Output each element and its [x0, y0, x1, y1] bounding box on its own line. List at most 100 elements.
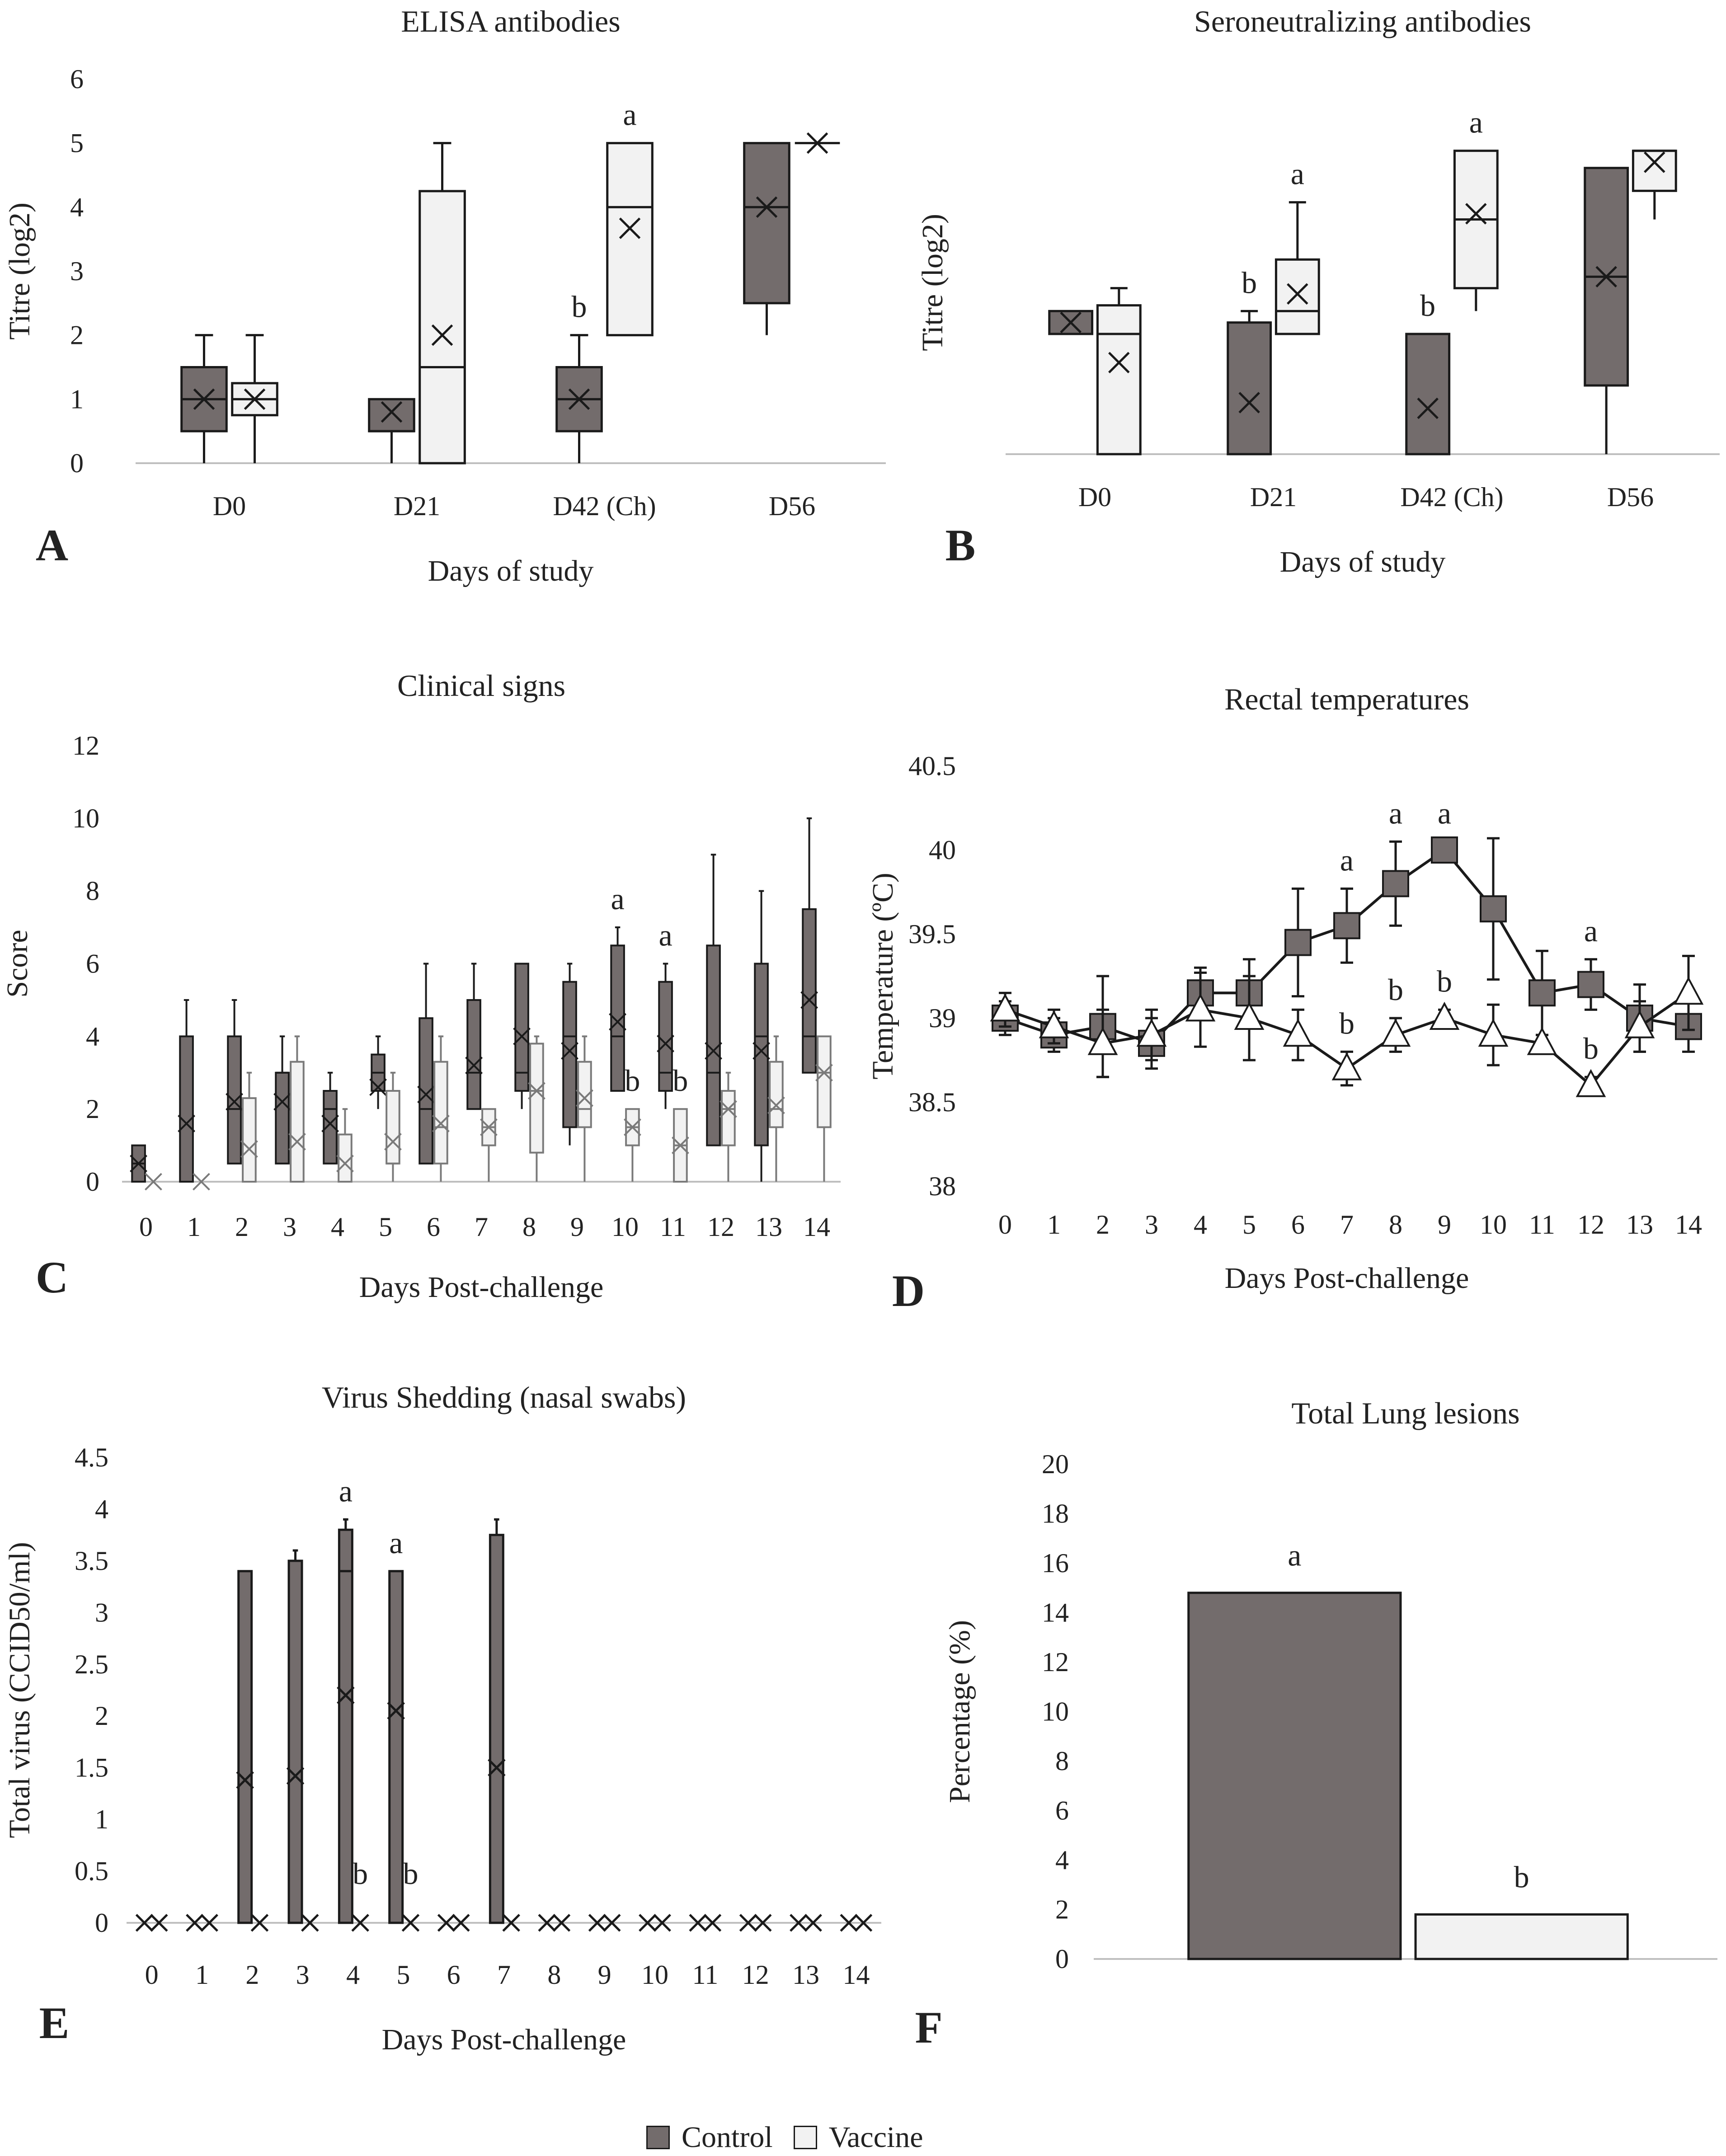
significance-label: b — [403, 1856, 418, 1891]
box-vaccine — [672, 1108, 689, 1183]
y-axis-label-E: Total virus (CCID50/ml) — [3, 1542, 36, 1838]
significance-label: a — [658, 918, 672, 953]
box-control — [337, 1518, 355, 1924]
mean-marker — [250, 1914, 269, 1932]
significance-label: b — [625, 1063, 640, 1098]
mean-marker — [480, 1118, 498, 1136]
mean-marker — [236, 1771, 254, 1789]
mean-marker — [576, 1089, 593, 1107]
x-tick-label: D56 — [1607, 482, 1654, 512]
panel-D: Rectal temperatures D Days Post-challenge T… — [866, 682, 1704, 1316]
mean-marker — [288, 1133, 306, 1151]
box-control — [130, 1144, 147, 1183]
mean-marker — [854, 1914, 873, 1932]
mean-marker — [432, 1114, 450, 1132]
y-tick-label: 39.5 — [908, 919, 956, 949]
mean-marker — [488, 1758, 506, 1777]
box-iqr — [817, 1035, 832, 1128]
mean-marker — [240, 1140, 258, 1158]
box-iqr — [658, 981, 673, 1092]
mean-marker — [804, 1914, 822, 1932]
y-tick-label: 8 — [86, 876, 99, 906]
x-tick-label: 9 — [1438, 1210, 1451, 1240]
box-control — [840, 1914, 858, 1932]
marker-square — [1528, 979, 1556, 1007]
box-control — [437, 1914, 456, 1932]
bar-vaccine — [1414, 1913, 1629, 1960]
mean-marker — [193, 1173, 210, 1191]
box-iqr — [1632, 150, 1677, 192]
box-iqr — [227, 1035, 242, 1165]
significance-label: a — [1291, 157, 1304, 191]
chart-title-A: ELISA antibodies — [401, 4, 620, 38]
x-tick-label: 0 — [145, 1960, 159, 1990]
marker-triangle — [1380, 1018, 1411, 1047]
x-tick-label: D0 — [213, 491, 246, 521]
y-tick-label: 4 — [95, 1494, 108, 1524]
mean-marker — [609, 1013, 626, 1031]
y-tick-label: 20 — [1042, 1449, 1069, 1479]
mean-marker — [1108, 352, 1130, 374]
x-tick-label: 8 — [1389, 1210, 1402, 1240]
x-tick-label: 4 — [346, 1960, 360, 1990]
mean-marker — [800, 991, 818, 1009]
box-iqr — [419, 190, 466, 465]
box-iqr — [802, 908, 817, 1074]
mean-marker — [401, 1914, 420, 1932]
x-tick-label: 8 — [522, 1212, 536, 1242]
x-tick-label: 4 — [1194, 1210, 1207, 1240]
mean-marker — [286, 1767, 305, 1785]
x-tick-label: 14 — [842, 1960, 870, 1990]
significance-label: a — [339, 1474, 353, 1508]
significance-label: a — [611, 882, 624, 916]
mean-marker — [465, 1057, 483, 1075]
x-axis-label-A: Days of study — [428, 554, 594, 587]
x-tick-label: 12 — [1577, 1210, 1604, 1240]
panel-label-D: D — [892, 1266, 925, 1316]
y-tick-label: 1 — [95, 1804, 108, 1834]
box-iqr — [386, 1090, 400, 1165]
mean-marker — [1417, 397, 1439, 419]
y-tick-label: 14 — [1042, 1598, 1069, 1628]
y-tick-label: 10 — [1042, 1697, 1069, 1727]
y-tick-label: 3.5 — [75, 1546, 108, 1576]
mean-marker — [790, 1914, 808, 1932]
y-tick-label: 40 — [929, 835, 956, 865]
box-control — [180, 334, 228, 463]
marker-triangle — [1624, 1010, 1655, 1038]
legend: Control Vaccine — [646, 2121, 923, 2154]
x-tick-label: 1 — [1047, 1210, 1061, 1240]
box-iqr — [433, 1061, 448, 1165]
box-vaccine — [528, 1035, 546, 1182]
y-tick-label: 10 — [72, 803, 99, 833]
y-tick-label: 4 — [1055, 1845, 1069, 1875]
mean-marker — [351, 1914, 369, 1932]
mean-marker — [186, 1914, 204, 1932]
box-iqr — [388, 1570, 404, 1924]
box-vaccine — [603, 1914, 621, 1932]
y-tick-label: 4 — [86, 1021, 99, 1051]
y-axis-label-C: Score — [1, 930, 34, 997]
box-vaccine — [576, 1035, 593, 1182]
mean-marker — [513, 1027, 531, 1045]
y-tick-label: 2 — [1055, 1895, 1069, 1925]
box-vaccine — [401, 1914, 420, 1932]
significance-label: b — [1339, 1006, 1354, 1040]
marker-triangle — [1429, 1001, 1460, 1030]
y-tick-label: 18 — [1042, 1499, 1069, 1529]
box-control — [178, 999, 195, 1183]
mean-marker — [672, 1137, 689, 1154]
box-vaccine — [145, 1173, 162, 1191]
mean-marker — [145, 1173, 162, 1191]
box-control — [236, 1570, 254, 1924]
x-tick-label: 8 — [547, 1960, 561, 1990]
box-iqr — [514, 963, 529, 1092]
box-vaccine — [200, 1914, 218, 1932]
y-tick-label: 6 — [70, 64, 84, 94]
box-control — [1227, 310, 1272, 456]
y-tick-label: 40.5 — [908, 751, 956, 781]
mean-marker — [815, 1064, 833, 1082]
marker-triangle — [990, 993, 1021, 1022]
y-axis-label-F: Percentage (%) — [943, 1620, 976, 1803]
box-control — [286, 1549, 305, 1924]
